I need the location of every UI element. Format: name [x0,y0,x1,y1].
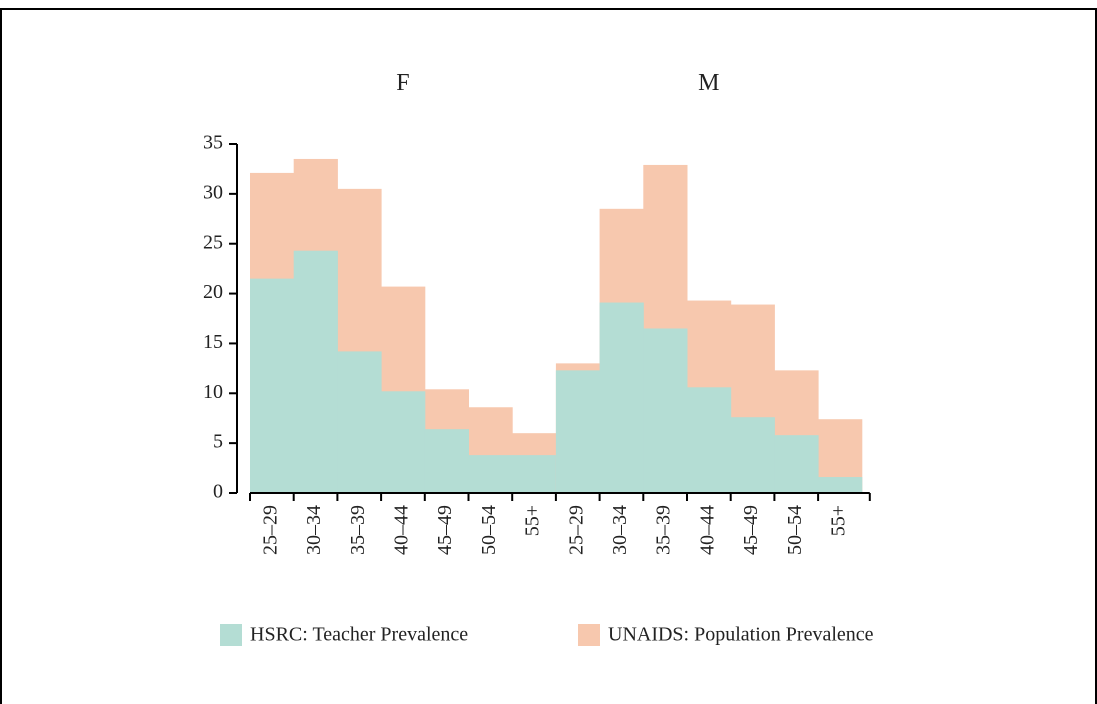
y-tick-label: 30 [203,181,223,203]
x-tick-label: 35–39 [653,505,675,555]
panel-title: M [698,70,719,96]
bar [774,435,819,493]
bar [293,250,338,493]
x-tick-label: 40–44 [391,505,413,555]
x-tick-label: 55+ [828,505,850,536]
panel-title: F [396,70,409,96]
y-tick-label: 0 [213,481,223,503]
bar [250,278,295,493]
bar [468,455,513,493]
y-tick-label: 10 [203,381,223,403]
legend-label: UNAIDS: Population Prevalence [608,624,874,646]
legend-swatch [220,624,242,646]
x-tick-label: 40–44 [696,505,718,555]
x-tick-label: 45–49 [740,505,762,555]
y-tick-label: 15 [203,331,223,353]
x-tick-label: 30–34 [303,505,325,555]
legend-label: HSRC: Teacher Prevalence [250,624,468,646]
x-tick-label: 30–34 [609,505,631,555]
bar [555,370,601,493]
x-tick-label: 50–54 [784,505,806,555]
bar [643,328,688,493]
bar [381,391,426,493]
bar [687,387,732,493]
bar [512,455,557,493]
bar [424,429,469,493]
x-tick-label: 35–39 [347,505,369,555]
bar [818,477,863,493]
x-tick-label: 25–29 [565,505,587,555]
x-tick-label: 55+ [522,505,544,536]
y-tick-label: 20 [203,281,223,303]
y-tick-label: 25 [203,231,223,253]
y-tick-label: 5 [213,431,223,453]
x-tick-label: 50–54 [478,505,500,555]
x-tick-label: 25–29 [259,505,281,555]
bar [599,302,644,493]
y-tick-label: 35 [203,132,223,154]
bar [337,351,382,493]
frame [0,8,1097,704]
x-tick-label: 45–49 [434,505,456,555]
bar [730,417,775,493]
legend-swatch [578,624,600,646]
